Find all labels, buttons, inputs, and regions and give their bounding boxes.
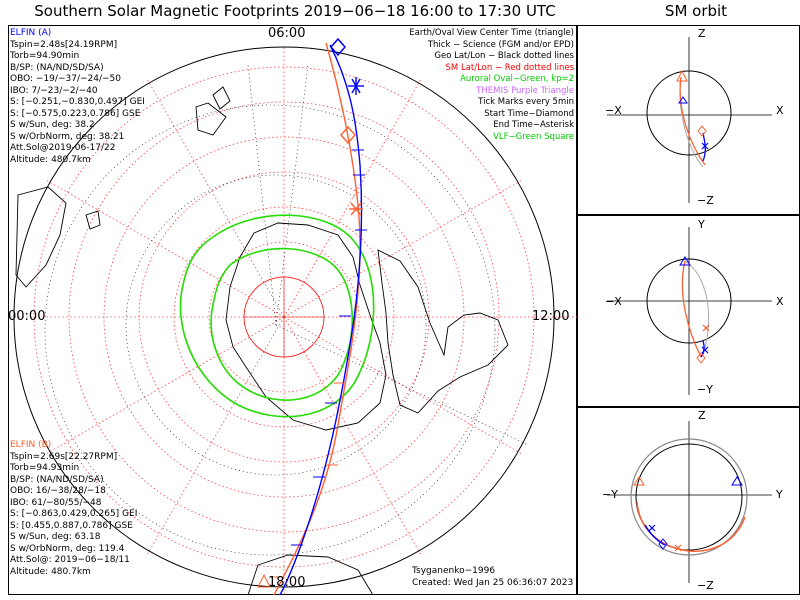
xy-label-left: −X: [605, 295, 622, 308]
xy-label-right: X: [776, 295, 784, 308]
legend-entry: SM Lat/Lon − Red dotted lines: [445, 62, 574, 73]
elfin-a-orbit-xy: [700, 340, 705, 358]
continents: [15, 86, 509, 595]
yz-label-top: Z: [698, 409, 706, 422]
elfin-a-info: ELFIN (A) Tspin=2.48s[24.19RPM] Torb=94.…: [10, 28, 145, 166]
polar-plot: [8, 37, 577, 595]
legend-entry: Auroral Oval−Green, kp=2: [460, 74, 574, 84]
elfin-a-line: Att.Sol@2019-06-17/22: [10, 143, 116, 153]
xz-label-right: X: [776, 104, 784, 117]
elfin-b-line: Torb=94.93min: [10, 463, 80, 473]
elfin-a-line: S w/Sun, deg: 38.2: [10, 120, 95, 130]
model-credit: Tsyganenko−1996: [412, 566, 496, 576]
elfin-a-end-asterisk: [348, 77, 364, 95]
elfin-b-line: B/SP: (NA/ND/SD/SA): [10, 474, 104, 485]
xy-label-top: Y: [698, 218, 705, 231]
mlt-label-bottom: 18:00: [268, 575, 306, 590]
xy-label-bottom: −Y: [697, 383, 713, 396]
elfin-b-orbit: [679, 76, 706, 166]
sm-orbit-title: SM orbit: [664, 2, 728, 20]
elfin-a-line: Tspin=2.48s[24.19RPM]: [10, 39, 118, 50]
view-center-triangle: [257, 573, 271, 588]
elfin-b-end-asterisk: [349, 202, 363, 216]
elfin-a-track: [279, 44, 363, 595]
elfin-a-line: S: [−0.251,−0.830,0.497] GEI: [10, 97, 145, 107]
legend-entry: End Time−Asterisk: [493, 120, 574, 130]
sm-orbit-xy: [607, 227, 772, 395]
xz-label-left: −X: [605, 104, 622, 117]
yz-label-bottom: −Z: [697, 579, 714, 592]
elfin-b-name: ELFIN (B): [10, 440, 52, 450]
sm-orbit-xz: [607, 37, 772, 203]
elfin-a-line: Torb=94.90min: [10, 51, 80, 61]
geo-grid: [44, 64, 529, 556]
created-timestamp: Created: Wed Jan 25 06:36:07 2023: [412, 578, 574, 588]
legend-entry: Geo Lat/Lon − Black dotted lines: [434, 51, 574, 61]
elfin-b-line: IBO: 61/−80/55/−48: [10, 497, 102, 508]
elfin-b-orbit-xy: [681, 260, 702, 358]
legend-entry: THEMIS Purple Triangle: [476, 85, 574, 96]
elfin-b-line: Tspin=2.69s[22.27RPM]: [10, 451, 118, 462]
legend-entry: VLF−Green Square: [493, 131, 574, 142]
mlt-label-left: 00:00: [8, 309, 46, 324]
legend: Earth/Oval View Center Time (triangle) Th…: [409, 28, 574, 143]
elfin-a-line: S: [−0.575,0.223,0.786] GSE: [10, 108, 141, 119]
polar-plot-frame: [8, 25, 577, 595]
elfin-b-line: OBO: 16/−38/28/−18: [10, 486, 106, 496]
elfin-b-info: ELFIN (B) Tspin=2.69s[22.27RPM] Torb=94.…: [10, 440, 137, 578]
mlt-label-top: 06:00: [268, 26, 306, 41]
elfin-a-orbit-yz: [644, 524, 666, 546]
legend-entry: Tick Marks every 5min: [478, 97, 574, 107]
plot-title: Southern Solar Magnetic Footprints 2019−…: [34, 2, 556, 20]
elfin-a-line: B/SP: (NA/ND/SD/SA): [10, 62, 104, 73]
xz-label-top: Z: [698, 27, 706, 40]
elfin-b-orbit-yz: [636, 501, 746, 552]
elfin-b-line: Att.Sol@: 2019−06−18/11: [10, 555, 130, 565]
elfin-a-name: ELFIN (A): [10, 28, 52, 38]
yz-label-left: −Y: [602, 488, 618, 501]
yz-label-right: Y: [776, 488, 783, 501]
elfin-b-track: [273, 42, 361, 595]
elfin-b-line: S: [−0.863,0.429,0.265] GEI: [10, 509, 138, 519]
elfin-a-line: OBO: −19/−37/−24/−50: [10, 74, 121, 84]
elfin-b-line: S w/Sun, deg: 63.18: [10, 532, 101, 542]
elfin-a-line: Altitude: 480.7km: [10, 154, 91, 165]
auroral-oval: [179, 214, 375, 418]
legend-entry: Earth/Oval View Center Time (triangle): [409, 28, 574, 38]
mlt-label-right: 12:00: [532, 309, 570, 324]
xz-label-bottom: −Z: [697, 194, 714, 207]
elfin-a-start-diamond: [330, 37, 346, 57]
elfin-b-line: S w/OrbNorm, deg: 119.4: [10, 543, 125, 554]
elfin-a-line: IBO: 7/−23/−2/−40: [10, 85, 98, 96]
sm-orbit-yz: [607, 421, 772, 583]
legend-entry: Thick − Science (FGM and/or EPD): [427, 39, 574, 50]
elfin-b-line: Altitude: 480.7km: [10, 566, 91, 577]
elfin-b-start-diamond: [340, 125, 356, 145]
legend-entry: Start Time−Diamond: [484, 108, 574, 119]
elfin-b-line: S: [0.455,0.887,0.786] GSE: [10, 520, 133, 531]
elfin-a-line: S w/OrbNorm, deg: 38.21: [10, 131, 125, 142]
